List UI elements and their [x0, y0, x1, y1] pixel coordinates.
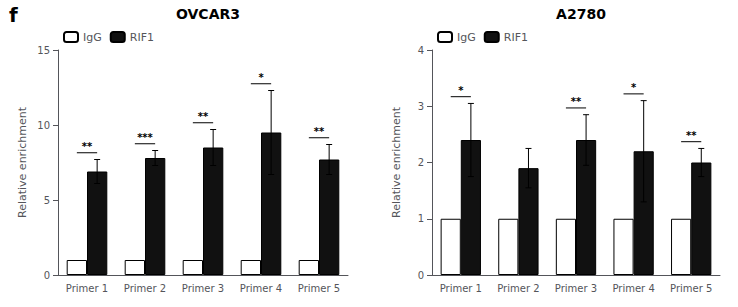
svg-text:0: 0 — [44, 270, 50, 281]
svg-text:Primer 2: Primer 2 — [124, 283, 166, 294]
svg-text:***: *** — [137, 132, 153, 143]
svg-text:IgG: IgG — [457, 31, 476, 44]
svg-text:Primer 3: Primer 3 — [182, 283, 224, 294]
svg-text:3: 3 — [418, 101, 424, 112]
svg-text:Relative enrichment: Relative enrichment — [16, 106, 29, 218]
svg-text:Primer 5: Primer 5 — [670, 283, 712, 294]
svg-text:Primer 1: Primer 1 — [66, 283, 108, 294]
svg-text:Primer 5: Primer 5 — [298, 283, 340, 294]
svg-text:**: ** — [82, 141, 93, 152]
svg-text:Primer 4: Primer 4 — [240, 283, 282, 294]
svg-text:15: 15 — [37, 45, 50, 56]
svg-text:**: ** — [571, 96, 582, 107]
svg-text:1: 1 — [418, 213, 424, 224]
svg-text:4: 4 — [418, 45, 424, 56]
svg-text:*: * — [458, 85, 464, 96]
svg-text:Relative enrichment: Relative enrichment — [390, 106, 403, 218]
svg-text:2: 2 — [418, 157, 424, 168]
svg-text:10: 10 — [37, 120, 50, 131]
svg-text:Primer 2: Primer 2 — [497, 283, 539, 294]
svg-text:*: * — [631, 82, 637, 93]
svg-text:**: ** — [314, 126, 325, 137]
svg-text:**: ** — [198, 111, 209, 122]
svg-text:0: 0 — [418, 270, 424, 281]
svg-text:5: 5 — [44, 195, 50, 206]
svg-text:*: * — [258, 72, 264, 83]
svg-text:f: f — [9, 3, 18, 27]
svg-text:**: ** — [686, 130, 697, 141]
svg-text:RIF1: RIF1 — [504, 31, 528, 44]
svg-text:OVCAR3: OVCAR3 — [176, 6, 240, 22]
svg-text:IgG: IgG — [83, 31, 102, 44]
svg-text:Primer 4: Primer 4 — [612, 283, 654, 294]
svg-text:RIF1: RIF1 — [130, 31, 154, 44]
svg-text:A2780: A2780 — [556, 6, 606, 22]
svg-text:Primer 1: Primer 1 — [440, 283, 482, 294]
svg-text:Primer 3: Primer 3 — [555, 283, 597, 294]
